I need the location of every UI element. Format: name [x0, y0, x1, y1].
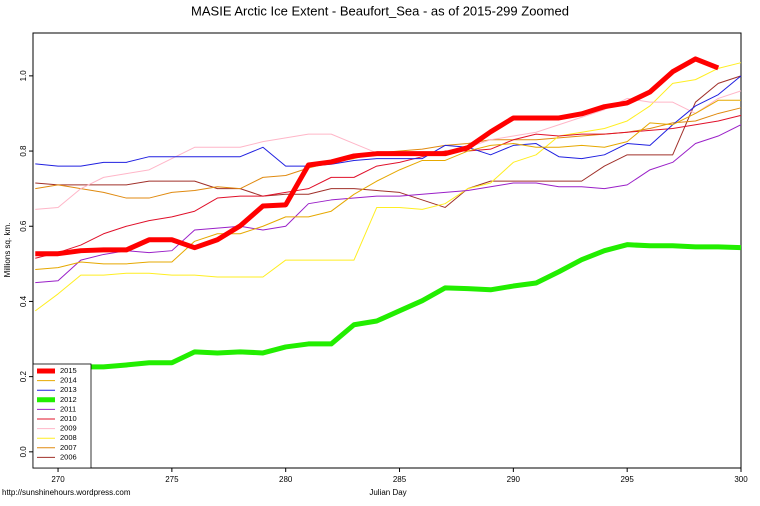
- y-tick-label: 0.4: [19, 295, 28, 307]
- legend-label: 2013: [60, 385, 77, 394]
- x-tick-label: 270: [51, 475, 65, 484]
- legend-label: 2015: [60, 366, 77, 375]
- legend-label: 2007: [60, 443, 77, 452]
- legend-label: 2012: [60, 395, 77, 404]
- x-tick-label: 300: [734, 475, 748, 484]
- x-tick-label: 290: [507, 475, 521, 484]
- y-tick-label: 0.2: [19, 371, 28, 383]
- series-line: [35, 75, 742, 167]
- x-tick-label: 275: [165, 475, 179, 484]
- y-tick-label: 0.6: [19, 220, 28, 232]
- chart-title: MASIE Arctic Ice Extent - Beaufort_Sea -…: [191, 3, 569, 18]
- y-axis-label: Millions sq. km.: [3, 223, 12, 278]
- x-tick-label: 295: [620, 475, 634, 484]
- y-tick-label: 0.0: [19, 446, 28, 458]
- x-tick-label: 280: [279, 475, 293, 484]
- legend-label: 2006: [60, 452, 77, 461]
- legend-label: 2014: [60, 376, 77, 385]
- series-line: [35, 56, 720, 257]
- legend-label: 2011: [60, 404, 76, 413]
- source: http://sunshinehours.wordpress.com: [2, 488, 131, 497]
- x-axis-label: Julian Day: [369, 488, 406, 497]
- y-tick-label: 1.0: [19, 70, 28, 82]
- legend-label: 2009: [60, 424, 77, 433]
- legend-box: [32, 363, 92, 469]
- x-tick-label: 285: [393, 475, 407, 484]
- series-line: [35, 114, 742, 259]
- plot-frame: [32, 32, 742, 469]
- series-line: [35, 242, 742, 373]
- legend-label: 2008: [60, 433, 77, 442]
- series-line: [35, 124, 742, 284]
- series-line: [34, 62, 742, 312]
- y-tick-label: 0.8: [19, 145, 28, 157]
- legend-label: 2010: [60, 414, 77, 423]
- series-line: [35, 99, 741, 270]
- series-line: [35, 75, 742, 208]
